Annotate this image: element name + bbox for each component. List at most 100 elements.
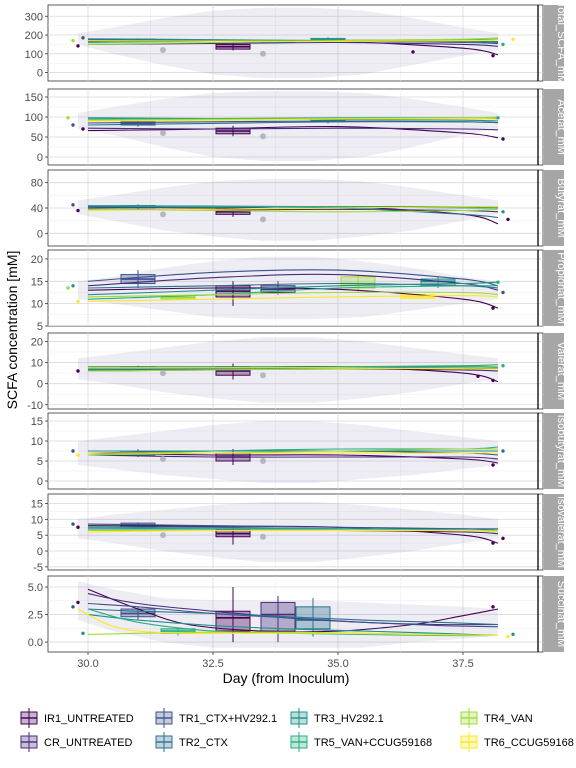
data-point xyxy=(66,286,70,290)
facet-strip-label: Acetat_mM xyxy=(555,99,567,155)
facet-panel: 0.0 2.5 5.0 Succinat_mM xyxy=(28,575,567,653)
facet-panel: -5 0 5 10 15 Isovalerat_mM xyxy=(31,493,567,574)
trend-line xyxy=(87,448,499,456)
facet-strip xyxy=(544,413,564,489)
data-point xyxy=(491,541,495,545)
facet-strip xyxy=(544,170,564,246)
y-tick-label: 5 xyxy=(37,530,43,542)
y-tick-label: 0 xyxy=(37,228,43,240)
data-point xyxy=(76,208,80,213)
data-point xyxy=(491,378,495,383)
trend-line xyxy=(87,118,499,122)
y-tick-label: 10 xyxy=(31,436,43,448)
y-tick-label: 10 xyxy=(31,299,43,311)
y-tick-label: 10 xyxy=(31,514,43,526)
panel-plot-area xyxy=(48,89,543,165)
trend-line xyxy=(87,204,499,209)
y-tick-label: 15 xyxy=(31,499,43,511)
data-point xyxy=(76,369,80,373)
trend-line xyxy=(87,41,499,47)
legend-item: TR3_HV292.1 xyxy=(290,708,384,728)
trend-line xyxy=(87,608,499,626)
data-point xyxy=(71,449,75,453)
data-point xyxy=(491,463,495,467)
facet-panel: 0 5 10 15 Isobutyrat_mM xyxy=(31,412,567,490)
y-tick-label: 100 xyxy=(25,49,43,61)
y-tick-label: 150 xyxy=(25,92,43,104)
data-point xyxy=(160,130,166,136)
data-point xyxy=(71,284,75,288)
x-tick-label: 35.0 xyxy=(327,658,348,670)
data-point xyxy=(501,364,505,368)
y-tick-label: 200 xyxy=(25,30,43,42)
data-point xyxy=(160,370,166,377)
data-point xyxy=(81,631,85,635)
data-point xyxy=(511,37,515,41)
data-point xyxy=(491,53,495,58)
trend-line xyxy=(87,602,499,628)
boxplot-box xyxy=(340,276,376,289)
y-tick-label: 50 xyxy=(31,132,43,144)
legend-label: TR6_CCUG59168 xyxy=(484,737,574,749)
data-point xyxy=(66,116,70,120)
data-point xyxy=(160,47,166,54)
panel-plot-area xyxy=(48,333,543,409)
legend-label: TR1_CTX+HV292.1 xyxy=(179,713,277,725)
y-tick-label: 0 xyxy=(37,476,43,488)
data-point xyxy=(71,38,75,43)
x-axis: 30.0 32.5 35.0 37.5 xyxy=(77,652,474,670)
data-point xyxy=(76,600,80,605)
panel-plot-area xyxy=(48,576,543,652)
y-tick-label: -5 xyxy=(33,562,43,574)
legend-item: TR5_VAN+CCUG59168 xyxy=(290,732,432,752)
x-tick-label: 32.5 xyxy=(202,658,223,670)
data-point xyxy=(71,123,75,127)
y-tick-label: 15 xyxy=(31,416,43,428)
confidence-ribbon xyxy=(78,501,498,563)
data-point xyxy=(506,217,510,222)
data-point xyxy=(81,127,85,131)
legend-label: TR3_HV292.1 xyxy=(314,713,384,725)
data-point xyxy=(160,211,166,218)
data-point xyxy=(496,116,500,120)
trend-line xyxy=(87,285,499,300)
confidence-ribbon xyxy=(78,91,498,161)
data-point xyxy=(501,290,505,295)
y-tick-label: 10 xyxy=(31,358,43,370)
y-tick-label: 40 xyxy=(31,203,43,215)
legend-label: TR4_VAN xyxy=(484,713,533,725)
data-point xyxy=(76,453,80,457)
facet-panel: -10 0 10 20 Valerat_mM xyxy=(27,332,567,412)
trend-line xyxy=(87,121,499,126)
data-point xyxy=(260,216,266,223)
legend-label: IR1_UNTREATED xyxy=(44,713,134,725)
legend-label: TR2_CTX xyxy=(179,737,229,749)
legend-label: CR_UNTREATED xyxy=(44,737,132,749)
trend-line xyxy=(87,127,499,131)
facet-panel: 0 100 200 300 Total_SCFA_mM xyxy=(25,2,567,85)
trend-line xyxy=(87,125,499,139)
facet-strip xyxy=(544,5,564,81)
legend-item: TR2_CTX xyxy=(155,732,229,752)
data-point xyxy=(71,522,75,526)
facet-strip xyxy=(544,333,564,409)
data-point xyxy=(501,210,505,214)
trend-line xyxy=(87,269,499,287)
data-point xyxy=(71,203,75,207)
y-tick-label: 5 xyxy=(37,321,43,333)
y-tick-label: 5 xyxy=(37,456,43,468)
trend-line xyxy=(87,281,499,296)
y-tick-label: 0 xyxy=(37,379,43,391)
x-axis-title: Day (from Inoculum) xyxy=(223,670,350,686)
trend-line xyxy=(87,39,499,42)
data-point xyxy=(491,605,495,609)
facet-panel: 0 50 100 150 Acetat_mM xyxy=(25,88,567,166)
data-point xyxy=(506,634,510,639)
facet-strip-label: Isobutyrat_mM xyxy=(555,415,567,488)
facet-panel: 5 10 15 20 Propionat_mM xyxy=(31,249,567,333)
data-point xyxy=(81,36,85,40)
confidence-ribbon xyxy=(78,337,498,403)
panel-plot-area xyxy=(48,170,543,246)
